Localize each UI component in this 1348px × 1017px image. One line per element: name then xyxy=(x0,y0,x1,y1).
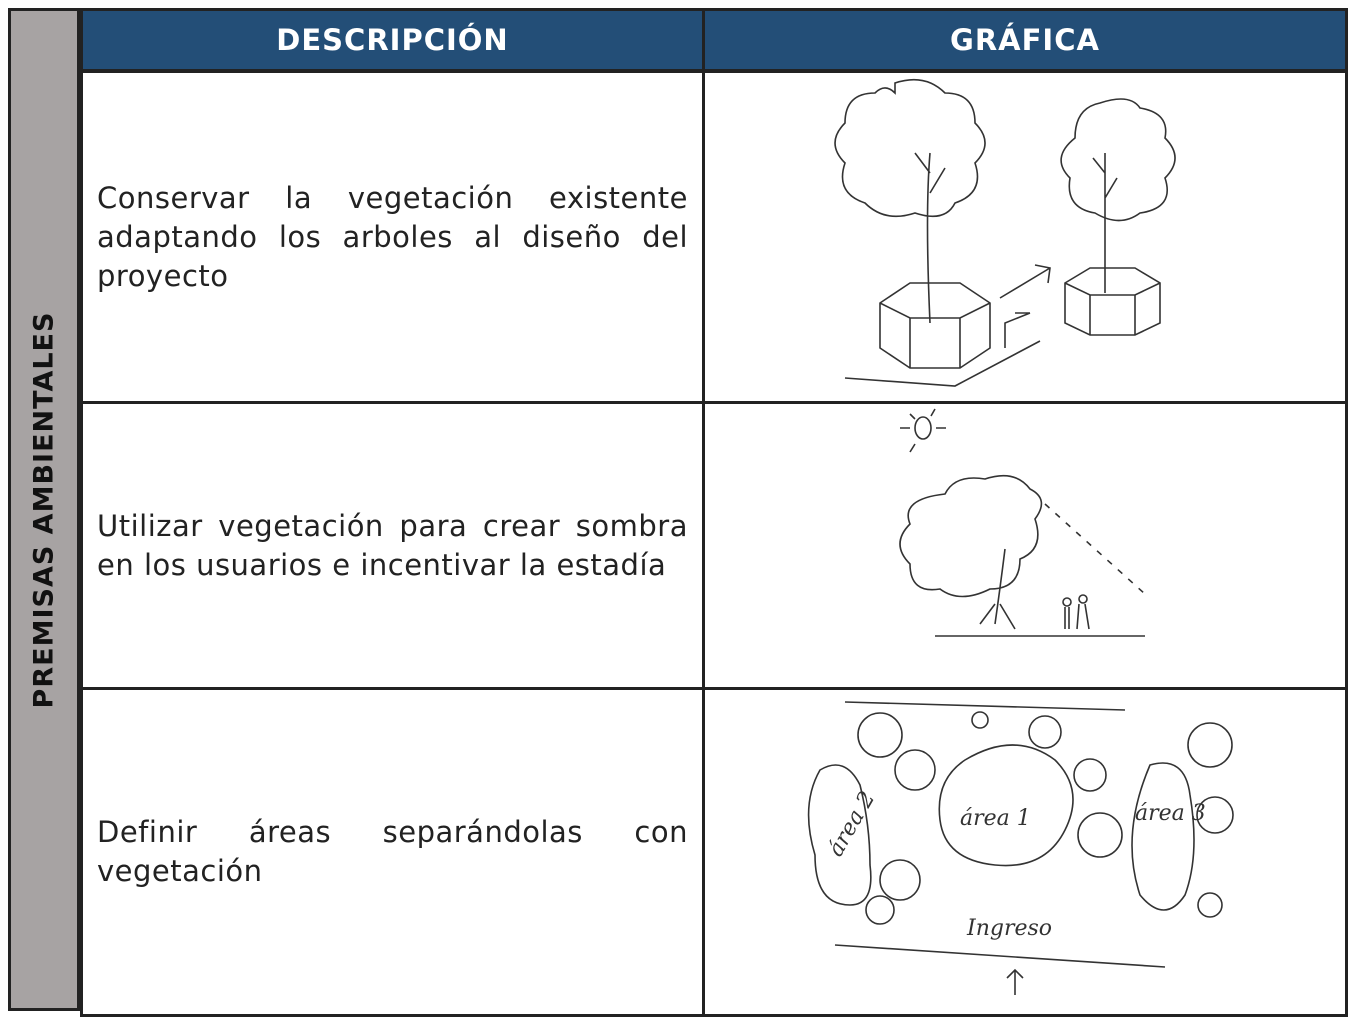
sketch-label: área 1 xyxy=(960,806,1031,831)
side-label: PREMISAS AMBIENTALES xyxy=(28,311,60,708)
tree-planter-sketch xyxy=(834,78,1176,387)
sketch-label: Ingreso xyxy=(966,916,1052,941)
sketch-label: área 2 xyxy=(823,787,880,861)
description: Utilizar vegetación para crear sombra en… xyxy=(97,508,688,582)
header-cell: GRÁFICA xyxy=(702,8,1348,72)
description: Definir áreas separándolas con vegetació… xyxy=(97,815,688,888)
side-band: PREMISAS AMBIENTALES xyxy=(8,8,80,1011)
sketch-cell xyxy=(702,70,1348,404)
description-cell: Utilizar vegetación para crear sombra en… xyxy=(80,401,705,690)
shade-sketch xyxy=(899,408,1146,637)
sketch-cell: área 2 área 1 área 3 Ingreso xyxy=(702,687,1348,1017)
sketch-label: área 3 xyxy=(1135,801,1206,826)
description-cell: Conservar la vegetación existente adapta… xyxy=(80,70,705,404)
areas-sketch: área 2 área 1 área 3 Ingreso xyxy=(807,701,1234,995)
description: Conservar la vegetación existente adapta… xyxy=(97,180,688,293)
sketch-cell xyxy=(702,401,1348,690)
description-cell: Definir áreas separándolas con vegetació… xyxy=(80,687,705,1017)
header-cell: DESCRIPCIÓN xyxy=(80,8,705,72)
